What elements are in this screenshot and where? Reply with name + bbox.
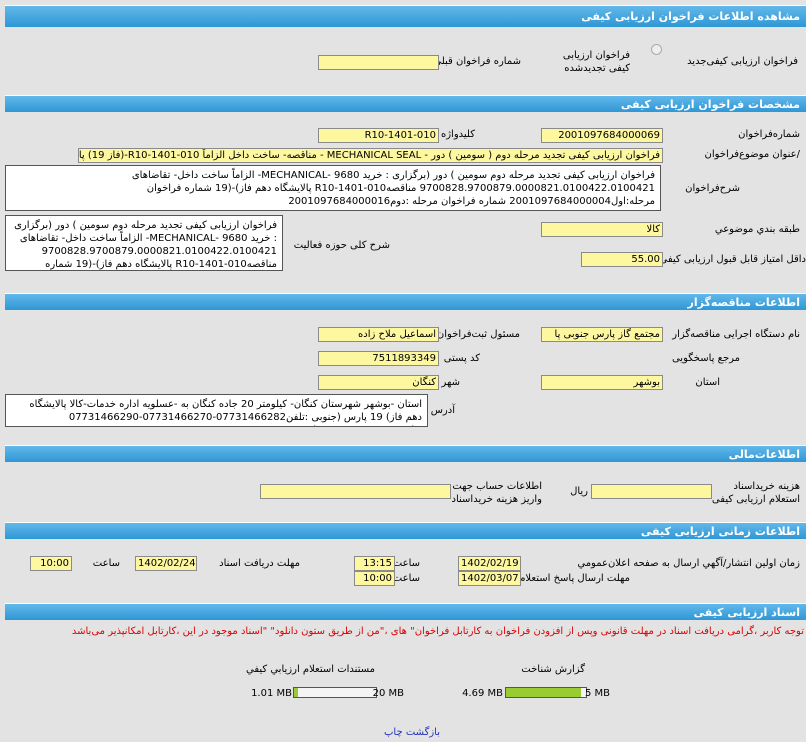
org-field[interactable]: مجتمع گاز پارس جنوبی پا: [541, 327, 663, 342]
publish-time-label: ساعت: [392, 558, 420, 569]
renewed-call-label: فراخوان ارزیابی کیفی تجدیدشده: [562, 50, 630, 74]
subject-label: /عنوان موضوع‌فراخوان: [704, 149, 800, 160]
receive-time-label: ساعت: [92, 558, 120, 569]
page-header: مشاهده اطلاعات فراخوان ارزیابی کیفی: [5, 5, 806, 27]
province-field[interactable]: بوشهر: [541, 375, 663, 390]
doc-label-inquiry[interactable]: مستندات استعلام ارزیابي کیفي: [245, 664, 375, 675]
prev-number-label: شماره فراخوان قبلی: [433, 56, 521, 67]
address-label: آدرس: [430, 405, 455, 416]
fee-field[interactable]: [591, 484, 712, 499]
doc-size-inquiry: 1.01 MB: [251, 688, 292, 699]
receive-date-field[interactable]: 1402/02/24: [135, 556, 197, 571]
currency-label: ریال: [570, 486, 588, 497]
section-tenderer: اطلاعات مناقصه‌گزار: [5, 293, 806, 310]
prev-number-input[interactable]: [318, 55, 439, 70]
publish-label: زمان اولین انتشار/آگهي ارسال به صفحه اعل…: [577, 558, 800, 569]
progress-fill: [506, 688, 582, 697]
section-docs: اسناد ارزیابی کیفی: [5, 603, 806, 620]
publish-time-field[interactable]: 13:15: [354, 556, 395, 571]
account-label: اطلاعات حساب جهت واریز هزینه خرید‌اسناد: [451, 481, 542, 505]
receive-label: مهلت دریافت اسناد: [219, 558, 300, 569]
subject-field[interactable]: فراخوان ارزیابی کیفی تجدید مرحله دوم ( س…: [78, 148, 663, 163]
min-score-label: داقل امتیاز قابل قبول ارزیابی کیفی: [659, 254, 806, 265]
org-label: نام دستگاه اجرایی مناقصه‌گزار: [672, 329, 800, 340]
postal-field[interactable]: 7511893349: [318, 351, 439, 366]
progress-fill: [294, 688, 299, 697]
fee-label: هزینه خرید‌اسناد استعلام ارزیابی کیفی: [711, 481, 800, 505]
city-field[interactable]: کنگان: [318, 375, 439, 390]
description-textarea[interactable]: فراخوان ارزیابی کیفی تجدید مرحله دوم سوم…: [5, 165, 661, 211]
new-call-label: فراخوان ارزیابی کیفی‌جدید: [687, 56, 798, 67]
doc-label-report[interactable]: گزارش شناخت: [521, 664, 585, 675]
number-label: شماره‌فراخوان: [738, 129, 800, 140]
download-notice: توجه کاربر ،گرامی دریافت اسناد در مهلت ق…: [71, 626, 804, 637]
category-label: طبقه بندي موضوعي: [714, 224, 800, 235]
address-textarea[interactable]: استان -بوشهر شهرستان کنگان- کیلومتر 20 ج…: [5, 394, 428, 427]
back-link[interactable]: بازگشت: [405, 727, 440, 738]
city-label: شهر: [441, 377, 460, 388]
account-field[interactable]: [260, 484, 451, 499]
reply-date-field[interactable]: 1402/03/07: [458, 571, 521, 586]
keyword-label: کلیدواژه: [440, 129, 475, 140]
description-label: شرح‌فراخوان: [685, 183, 740, 194]
publish-date-field[interactable]: 1402/02/19: [458, 556, 521, 571]
section-spec: مشخصات فراخوان ارزیابی کیفی: [5, 95, 806, 112]
registrar-label: مسئول ثبت‌فراخوان: [436, 329, 520, 340]
print-link[interactable]: چاپ: [383, 727, 403, 738]
reply-time-label: ساعت: [392, 573, 420, 584]
keyword-field[interactable]: R10-1401-010: [318, 128, 439, 143]
category-field[interactable]: کالا: [541, 222, 663, 237]
doc-max-inquiry: 20 MB: [372, 688, 404, 699]
number-field[interactable]: 2001097684000069: [541, 128, 663, 143]
doc-max-report: 5 MB: [584, 688, 610, 699]
registrar-field[interactable]: اسماعیل ملاح زاده: [318, 327, 439, 342]
min-score-field[interactable]: 55.00: [581, 252, 663, 267]
reply-label: مهلت ارسال پاسخ استعلام: [519, 573, 630, 584]
receive-time-field[interactable]: 10:00: [30, 556, 72, 571]
renewed-radio[interactable]: [651, 44, 662, 55]
province-label: استان: [695, 377, 720, 388]
section-finance: اطلاعات‌مالی: [5, 445, 806, 462]
reply-time-field[interactable]: 10:00: [354, 571, 395, 586]
activity-label: شرح کلی حوزه فعالیت: [293, 240, 390, 251]
doc-size-report: 4.69 MB: [462, 688, 503, 699]
activity-textarea[interactable]: فراخوان ارزیابی کیفی تجدید مرحله دوم سوم…: [5, 215, 283, 271]
doc-progress-report: [505, 687, 587, 698]
doc-progress-inquiry: [293, 687, 377, 698]
reference-label: مرجع پاسخگویی: [671, 353, 740, 364]
section-timing: اطلاعات زمانی ارزیابی کیفی: [5, 522, 806, 539]
postal-label: کد پستی: [443, 353, 480, 364]
